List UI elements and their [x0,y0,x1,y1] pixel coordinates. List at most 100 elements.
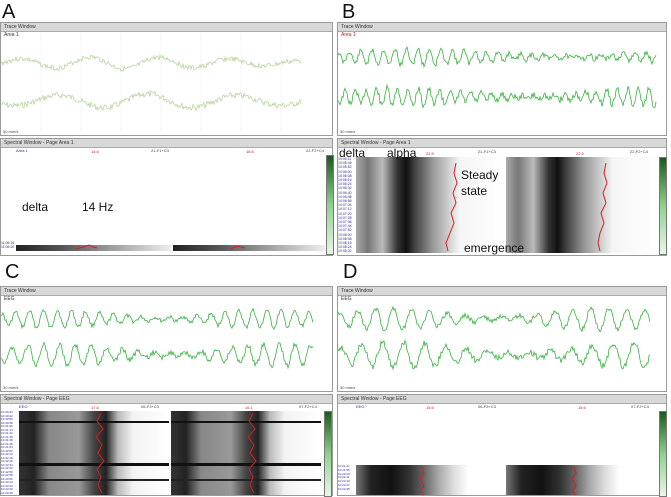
panel-b: B Trace Window Area 1 30 mm/s Spectral W… [337,0,671,258]
scale-label: 50 mm/s [3,129,19,134]
trace-channel-2 [338,83,657,109]
edge-frequency-trace [419,466,577,496]
time-label: 10:42:02 [1,448,13,453]
panel-a: A Trace Window Area 1 50 mm/s Spectral W… [0,0,334,258]
spectrogram-left [356,157,504,253]
time-axis: 10:21:47 10:21:55 10:22:03 10:22:11 10:22:19… [338,464,356,492]
trace-window: Trace Window EEG 30 mm/s [0,286,333,392]
time-label: 10:06:40 [338,190,352,195]
channel-label-left: 21-F1+C3 [151,148,169,153]
spectrogram-right [506,411,656,495]
trace-channel-1 [1,307,314,331]
eeg-traces [1,307,314,370]
time-label: 10:08:32 [338,249,352,254]
edge-frequency-right: 16.6 [246,149,254,154]
time-label: 10:41:06 [1,424,13,428]
time-label: 10:42:58 [1,473,13,477]
spectrogram-right [506,157,658,253]
channel-label-left: 21-F1+C3 [478,149,496,154]
color-scale-bar[interactable] [659,411,667,497]
color-scale-bar[interactable] [659,157,667,255]
annotation-14hz: 14 Hz [82,200,114,214]
time-label: 10:42:50 [1,469,13,474]
time-label: 10:40:34 [1,410,13,414]
annotation-steady: Steady [461,168,499,182]
window-title[interactable]: Spectral Window - Page EEG [1,395,332,404]
time-label: 10:22:19 [338,479,350,484]
window-title[interactable]: Trace Window [1,23,332,32]
trace-channel-1 [1,53,302,72]
annotation-emergence: emergence [464,241,525,255]
time-label: 10:06:00 [338,169,352,174]
panel-c: C Trace Window EEG 30 mm/s Spectral Wind… [0,260,334,497]
channel-label-right: 22-F2+C4 [306,148,324,153]
trace-channel-2 [1,90,302,112]
window-title[interactable]: Trace Window [338,287,666,296]
color-scale-bar[interactable] [324,411,332,497]
time-label: 10:41:22 [1,431,13,435]
time-label: 10:07:36 [338,220,352,225]
time-label: 10:40:42 [1,413,13,418]
time-label: 10:08:16 [338,241,352,246]
trace-window: Trace Window Area 1 30 mm/s [337,22,667,136]
window-title[interactable]: Trace Window [1,287,332,296]
time-label: 10:05:11 [338,157,352,161]
scale-label: 30 mm/s [3,385,19,390]
spectral-window: Spectral Window - Page EEG EEG 15.6 15.6… [337,394,667,497]
edge-frequency-right: 22.5 [576,151,584,156]
window-title[interactable]: Spectral Window - Page EEG [338,395,666,404]
window-title[interactable]: Spectral Window - Page Area 1 [338,139,666,148]
edge-frequency-left: 15.6 [426,405,434,410]
page-label: EEG [19,404,28,409]
time-label: 10:43:14 [1,480,13,484]
time-label: 10:07:12 [338,207,352,212]
time-axis: 10:05:11 10:05:45 10:05:52 10:06:00 10:06:08… [338,157,356,254]
time-label: 10:42:26 [1,459,13,463]
time-label: 10:21:55 [338,467,350,472]
edge-frequency-right: 15.6 [578,405,586,410]
panel-label: C [5,261,20,283]
time-label: 10:22:11 [338,475,350,480]
channel-label-right: 07-F2+C4 [299,404,317,409]
annotation-delta: delta [339,146,366,160]
time-label: 10:05:52 [338,165,352,170]
time-label: 10:42:34 [1,462,13,467]
channel-label-right: 22-F2+C4 [630,149,648,154]
color-scale-bar[interactable] [326,155,334,255]
trace-channel-2 [338,339,651,371]
time-label: 10:22:27 [338,482,350,487]
spectrogram-right [171,411,321,495]
spectral-window: Spectral Window - Page Area 1 22.5 22.5 … [337,138,667,256]
time-label: 10:06:48 [338,194,352,199]
edge-frequency-left: 14.6 [91,149,99,154]
time-label: 10:08:00 [338,232,352,237]
page-label: Area 1 [4,32,19,38]
time-label: 11:06:16 [1,241,15,245]
panel-d: D Trace Window EEG 30 mm/s Spectral Wind… [337,260,671,497]
time-label: 10:41:46 [1,441,13,446]
time-axis: 10:40:34 10:40:42 10:40:50 10:40:58 10:41:06… [1,410,19,495]
time-label: 10:40:50 [1,417,13,421]
time-label: 10:08:08 [338,236,352,241]
time-label: 10:21:47 [338,464,350,468]
window-title[interactable]: Trace Window [338,23,666,32]
panel-label: B [342,1,356,23]
time-label: 10:07:20 [338,211,352,216]
window-title[interactable]: Spectral Window - Page Area 1 [1,139,332,148]
edge-frequency-trace [75,244,246,250]
edge-frequency-trace [445,162,608,252]
time-label: 10:41:14 [1,427,13,432]
channel-label-left: 06-F3+C3 [141,404,159,409]
time-label: 10:07:52 [338,228,352,233]
time-label: 10:07:28 [338,215,352,220]
edge-frequency-trace [95,412,257,494]
time-label: 10:43:38 [1,490,13,495]
spectral-window: Spectral Window - Page Area 1 Area 1 14.… [0,138,334,256]
trace-channel-1 [338,305,651,333]
time-label: 10:05:45 [338,161,352,166]
page-label: Area 1 [341,32,356,38]
time-label: 10:43:06 [1,476,13,481]
eeg-traces [1,33,302,133]
time-label: 10:41:38 [1,438,13,442]
time-axis: 11:06:16 11:06:20 [1,241,19,249]
